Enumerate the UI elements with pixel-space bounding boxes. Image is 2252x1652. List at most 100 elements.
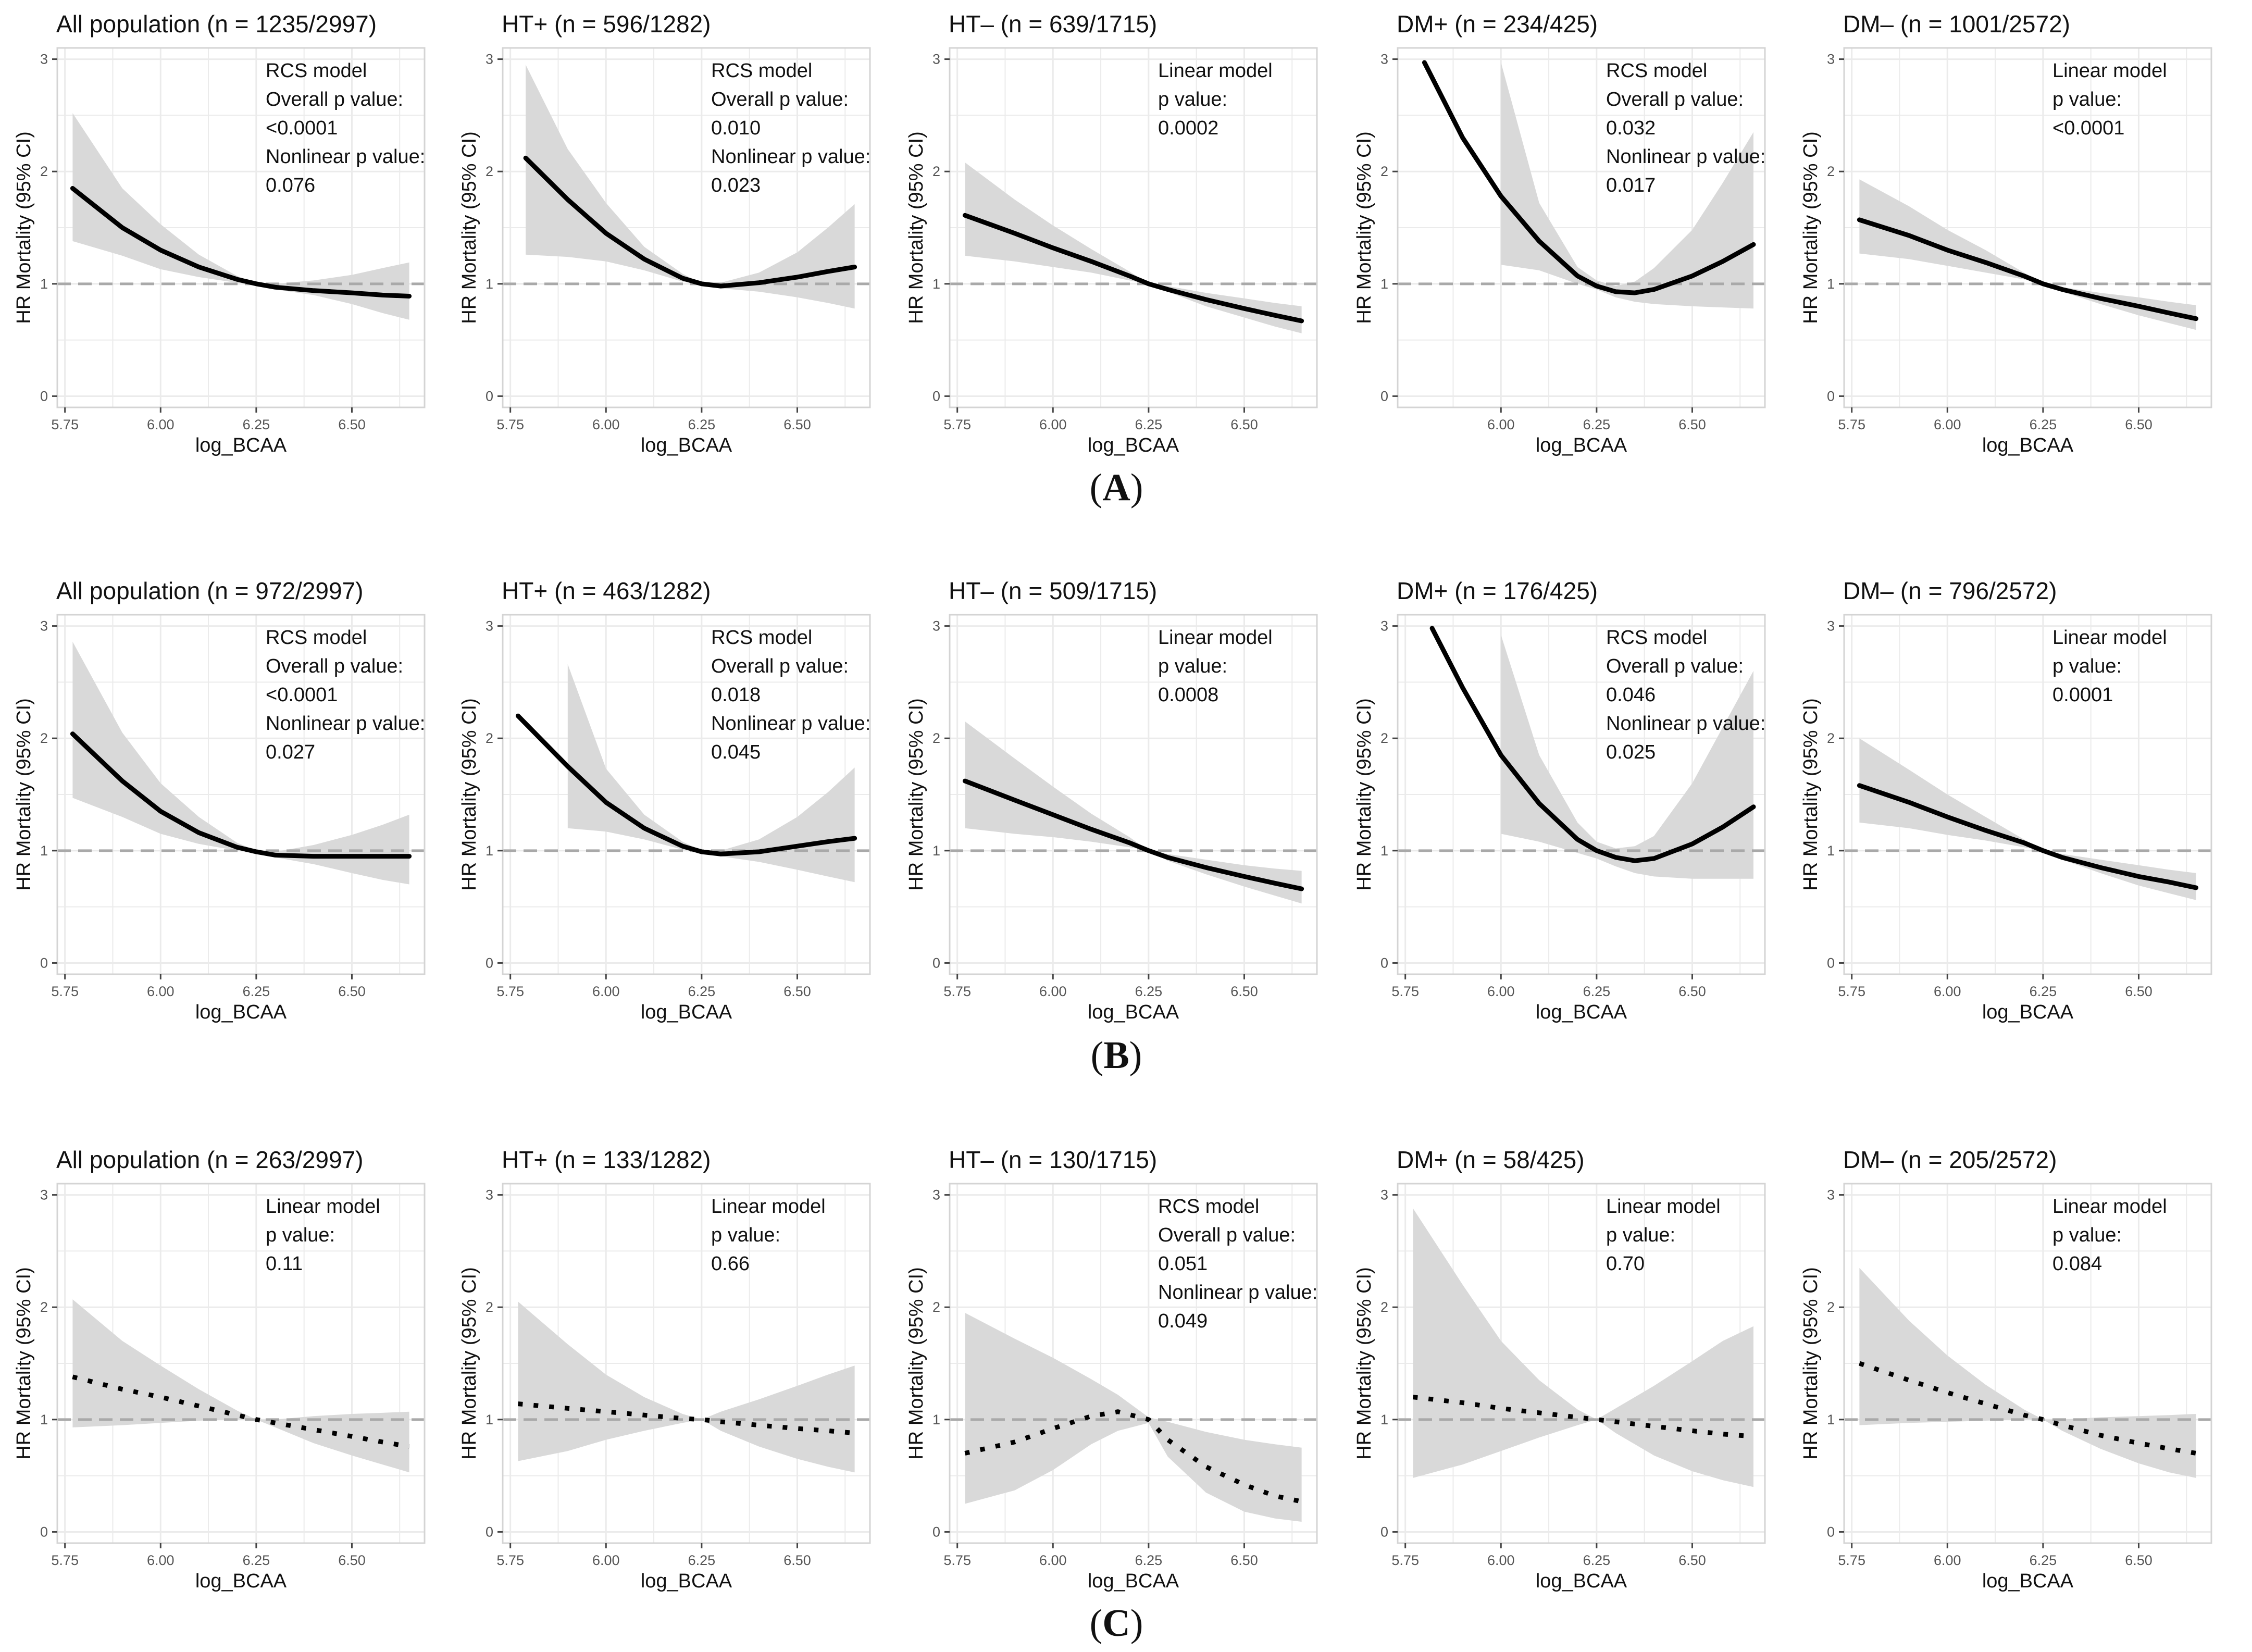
x-tick-label: 6.00 [592, 417, 620, 432]
x-tick-label: 5.75 [943, 417, 971, 432]
y-tick-label: 3 [1827, 52, 1835, 67]
annotation-line: Nonlinear p value: [266, 146, 425, 168]
chart-c-1: All population (n = 263/2997) 0 1 2 3 5.75 6.0… [13, 1146, 426, 1592]
annotation-line: 0.11 [266, 1253, 303, 1275]
confidence-band [1859, 738, 2196, 900]
x-tick-label: 5.75 [943, 984, 971, 999]
y-axis-label: HR Mortality (95% CI) [1800, 131, 1822, 324]
y-tick-label: 3 [40, 1187, 48, 1203]
panel-b: All population (n = 972/2997) 0 1 2 3 5.75 6.0… [13, 577, 2212, 1077]
x-axis-label: log_BCAA [1536, 1001, 1627, 1023]
annotation-line: 0.027 [266, 741, 315, 763]
x-tick-label: 5.75 [1838, 1552, 1865, 1568]
y-tick-label: 1 [486, 843, 493, 859]
x-axis-label: log_BCAA [1982, 1570, 2074, 1592]
annotation-line: 0.023 [711, 175, 761, 196]
x-tick-label: 6.50 [783, 984, 811, 999]
y-tick-label: 0 [932, 388, 940, 404]
y-tick-label: 0 [486, 955, 493, 971]
y-tick-label: 3 [932, 618, 940, 634]
annotation-line: Linear model [2052, 60, 2167, 82]
y-axis-label: HR Mortality (95% CI) [905, 1267, 927, 1460]
annotation-line: RCS model [266, 60, 367, 82]
annotation-line: Overall p value: [266, 89, 403, 110]
y-tick-label: 1 [40, 843, 48, 859]
annotation-line: 0.66 [711, 1253, 750, 1275]
annotation-line: p value: [1158, 89, 1227, 110]
y-tick-label: 0 [40, 955, 48, 971]
y-tick-label: 0 [1827, 388, 1835, 404]
y-tick-label: 3 [932, 1187, 940, 1203]
hr-curve [1858, 1361, 2197, 1456]
plot-frame [502, 1183, 871, 1544]
panel-c: All population (n = 263/2997) 0 1 2 3 5.75 6.0… [13, 1146, 2212, 1645]
x-tick-label: 5.75 [496, 984, 524, 999]
hr-curve [70, 731, 412, 859]
annotation-line: Nonlinear p value: [711, 146, 870, 168]
x-tick-label: 6.25 [243, 984, 270, 999]
annotation-line: RCS model [1606, 627, 1707, 649]
y-tick-label: 0 [1380, 1524, 1388, 1539]
chart-title: DM+ (n = 176/425) [1397, 577, 1598, 604]
y-tick-label: 2 [1827, 164, 1835, 179]
x-tick-label: 5.75 [51, 1552, 79, 1568]
chart-title: DM– (n = 205/2572) [1843, 1146, 2057, 1173]
panel-label: (A) [1090, 466, 1143, 509]
plot-frame [949, 47, 1318, 408]
y-tick-label: 3 [486, 1187, 493, 1203]
x-tick-label: 6.25 [1583, 417, 1611, 432]
y-tick-label: 1 [40, 1412, 48, 1427]
plot-frame [949, 1183, 1318, 1544]
x-tick-label: 6.00 [1934, 984, 1961, 999]
x-tick-label: 6.25 [1583, 984, 1611, 999]
x-tick-label: 6.25 [1135, 417, 1163, 432]
x-tick-label: 5.75 [1838, 984, 1865, 999]
x-axis-label: log_BCAA [641, 434, 732, 456]
x-tick-label: 5.75 [1838, 417, 1865, 432]
annotation-line: RCS model [266, 627, 367, 649]
hr-curve [962, 778, 1304, 891]
annotation-line: Linear model [711, 1196, 826, 1218]
annotation-line: 0.032 [1606, 117, 1656, 139]
confidence-band [1859, 1268, 2196, 1478]
panel-label-open: ( [1090, 466, 1103, 509]
panel-label-close: ) [1130, 1602, 1143, 1645]
y-tick-label: 3 [486, 52, 493, 67]
y-tick-label: 1 [486, 276, 493, 292]
panel-label: (C) [1090, 1602, 1143, 1645]
plot-frame [1397, 614, 1766, 975]
annotation-line: Nonlinear p value: [711, 713, 870, 735]
annotation-line: p value: [2052, 89, 2122, 110]
x-tick-label: 6.50 [1678, 984, 1706, 999]
chart-c-2: HT+ (n = 133/1282) 0 1 2 3 5.75 6.00 6.25 6.50 lo… [458, 1146, 871, 1592]
x-tick-label: 5.75 [1391, 984, 1419, 999]
y-tick-label: 1 [1827, 276, 1835, 292]
chart-title: HT+ (n = 463/1282) [502, 577, 711, 604]
annotation-line: Overall p value: [711, 655, 849, 677]
x-tick-label: 5.75 [51, 984, 79, 999]
annotation-line: 0.076 [266, 175, 315, 196]
chart-b-2: HT+ (n = 463/1282) 0 1 2 3 5.75 6.00 6.25 6.50 lo… [458, 577, 871, 1023]
y-axis-label: HR Mortality (95% CI) [458, 698, 480, 891]
y-tick-label: 1 [1827, 1412, 1835, 1427]
x-tick-label: 6.00 [147, 984, 175, 999]
y-axis-label: HR Mortality (95% CI) [13, 131, 35, 324]
x-tick-label: 6.50 [1678, 1552, 1706, 1568]
confidence-band [72, 113, 409, 320]
y-axis-label: HR Mortality (95% CI) [458, 1267, 480, 1460]
chart-b-5: DM– (n = 796/2572) 0 1 2 3 5.75 6.00 6.25 6.50 lo… [1800, 577, 2212, 1023]
annotation-line: p value: [266, 1224, 335, 1246]
plot-frame [502, 614, 871, 975]
x-axis-label: log_BCAA [641, 1001, 732, 1023]
y-tick-label: 0 [932, 1524, 940, 1539]
y-tick-label: 0 [40, 388, 48, 404]
x-axis-label: log_BCAA [1088, 434, 1179, 456]
annotation-line: 0.025 [1606, 741, 1656, 763]
x-tick-label: 6.00 [592, 1552, 620, 1568]
annotation-line: Overall p value: [1158, 1224, 1296, 1246]
x-tick-label: 6.50 [783, 1552, 811, 1568]
chart-b-4: DM+ (n = 176/425) 0 1 2 3 5.75 6.00 6.25 6.50 log… [1353, 577, 1766, 1023]
x-tick-label: 6.50 [2125, 984, 2153, 999]
hr-curve [1857, 783, 2199, 890]
plot-frame [1843, 614, 2212, 975]
